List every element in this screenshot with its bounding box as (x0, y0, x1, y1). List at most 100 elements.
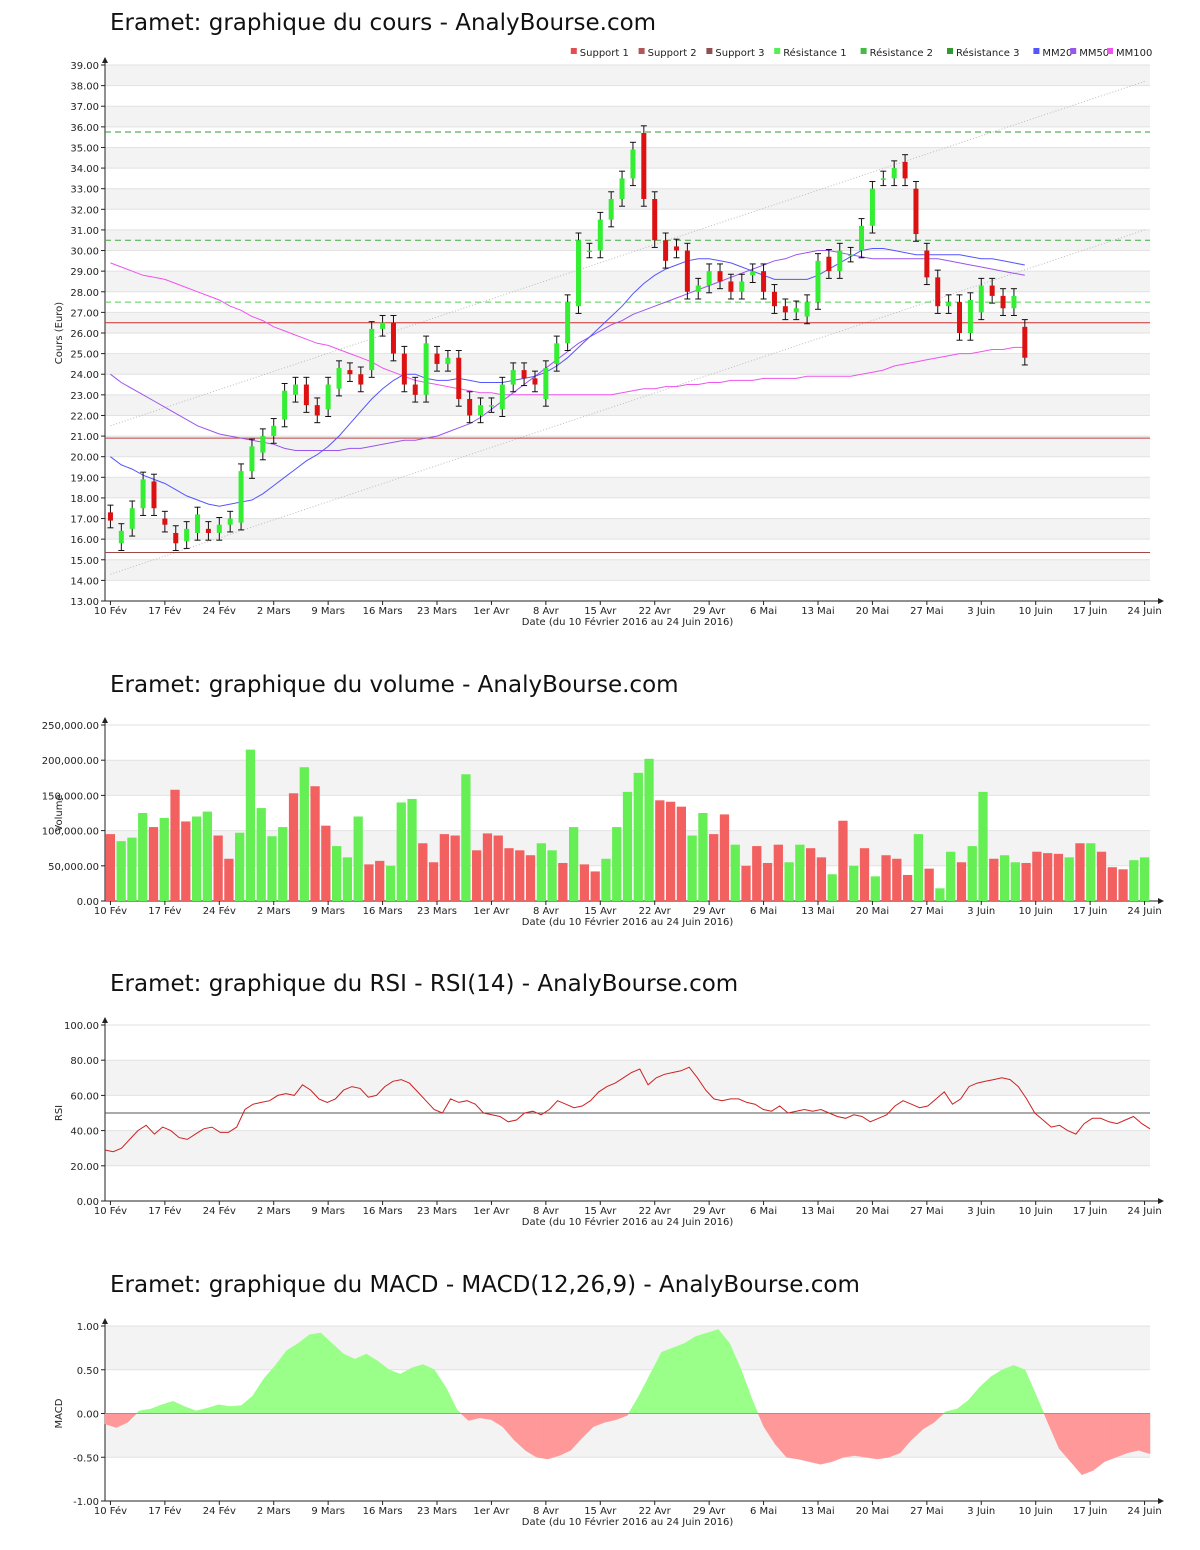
volume-bar (558, 862, 568, 901)
x-tick-label: 9 Mars (311, 906, 345, 917)
x-tick-label: 20 Mai (856, 906, 889, 917)
macd-area (1070, 1413, 1083, 1476)
rsi-chart: 0.00 20.00 40.00 60.00 80.00 100.00 10 Fév 17 F… (54, 1017, 1164, 1228)
volume-bar (181, 821, 191, 901)
y-axis-arrow (102, 717, 108, 723)
grid-band (105, 559, 1150, 581)
macd-area (888, 1413, 901, 1458)
candle-body (913, 188, 919, 235)
y-tick-label: 150,000.00 (42, 791, 99, 802)
candle-body (1011, 295, 1017, 309)
x-tick-label: 24 Fév (203, 905, 236, 917)
macd-area (820, 1413, 833, 1465)
legend-label: Résistance 3 (956, 47, 1019, 59)
grid-band (105, 106, 1150, 127)
legend-swatch (774, 48, 781, 54)
volume-bar (806, 848, 816, 901)
macd-area (695, 1332, 708, 1414)
candle-body (358, 374, 364, 385)
candle-body (695, 285, 701, 292)
candle-body (750, 271, 756, 276)
macd-area (865, 1413, 878, 1460)
legend-label: Résistance 2 (870, 47, 933, 59)
candle-body (412, 384, 418, 395)
x-tick-label: 3 Juin (967, 906, 995, 917)
candle-body (663, 240, 669, 261)
x-tick-label: 20 Mai (856, 1506, 889, 1517)
x-tick-label: 20 Mai (856, 606, 889, 617)
candle-body (488, 405, 494, 407)
grid-band (105, 518, 1150, 540)
volume-bar (245, 749, 256, 901)
volume-bar (665, 801, 676, 901)
macd-area (740, 1369, 753, 1414)
y-tick-label: 39.00 (70, 61, 99, 72)
volume-bar (730, 844, 740, 901)
y-tick-label: 36.00 (70, 123, 99, 134)
x-tick-label: 13 Mai (801, 606, 834, 617)
volume-bar (418, 843, 428, 901)
candle-body (771, 291, 777, 307)
y-axis-arrow (102, 57, 108, 63)
price-chart-title: Eramet: graphique du cours - AnalyBourse… (110, 10, 657, 36)
candle-body (195, 514, 201, 533)
macd-area (184, 1406, 197, 1414)
volume-bar (935, 888, 945, 901)
macd-area (456, 1409, 462, 1414)
grid-band (105, 271, 1150, 292)
volume-bar (999, 855, 1010, 901)
volume-bar (838, 820, 848, 901)
volume-bar (170, 789, 180, 901)
ma100-line (110, 262, 1025, 396)
x-axis-label: Date (du 10 Février 2016 au 24 Juin 2016… (522, 916, 734, 928)
candle-body (184, 528, 190, 542)
candle-body (804, 302, 810, 317)
volume-bar (1032, 851, 1042, 901)
candle-body (793, 308, 799, 313)
macd-area (320, 1332, 333, 1414)
grid-band (105, 65, 1150, 86)
volume-bar (698, 813, 708, 901)
y-tick-label: 80.00 (70, 1056, 99, 1067)
x-tick-label: 3 Juin (967, 1506, 995, 1517)
candle-body (456, 357, 462, 399)
candle-body (684, 250, 690, 292)
volume-bar (536, 843, 546, 901)
rsi-line (104, 1066, 1151, 1153)
candle-body (1022, 326, 1028, 358)
macd-area (206, 1404, 219, 1414)
volume-bar (773, 844, 783, 901)
volume-bar (493, 835, 503, 901)
volume-bar (353, 816, 363, 901)
macd-area (843, 1413, 855, 1458)
volume-bar (547, 850, 557, 901)
y-tick-label: 37.00 (70, 102, 99, 113)
macd-area (309, 1332, 322, 1414)
macd-area (241, 1395, 253, 1414)
volume-bar (525, 855, 536, 901)
macd-area (559, 1413, 571, 1456)
y-tick-label: 34.00 (70, 164, 99, 175)
candle-body (140, 479, 146, 509)
macd-chart-title: Eramet: graphique du MACD - MACD(12,26,9… (110, 1272, 860, 1298)
volume-bar (288, 793, 299, 901)
x-tick-label: 20 Mai (856, 1206, 889, 1217)
x-tick-label: 22 Avr (639, 606, 672, 617)
y-tick-label: 19.00 (70, 473, 99, 484)
x-axis-arrow (1158, 1198, 1164, 1204)
macd-area (161, 1400, 174, 1414)
volume-bar (321, 825, 331, 901)
macd-area (684, 1336, 696, 1414)
volume-chart: 0.00 50,000.00 100,000.00 150,000.00 200,000… (42, 717, 1164, 928)
candle-body (576, 240, 582, 307)
x-tick-label: 29 Avr (693, 906, 726, 917)
y-tick-label: 23.00 (70, 391, 99, 402)
volume-bar (482, 833, 493, 901)
x-tick-label: 15 Avr (584, 606, 617, 617)
x-tick-label: 27 Mai (910, 1506, 943, 1517)
volume-bar (385, 865, 396, 901)
x-tick-label: 15 Avr (584, 1206, 617, 1217)
candle-body (499, 384, 505, 410)
candle-body (129, 508, 135, 529)
